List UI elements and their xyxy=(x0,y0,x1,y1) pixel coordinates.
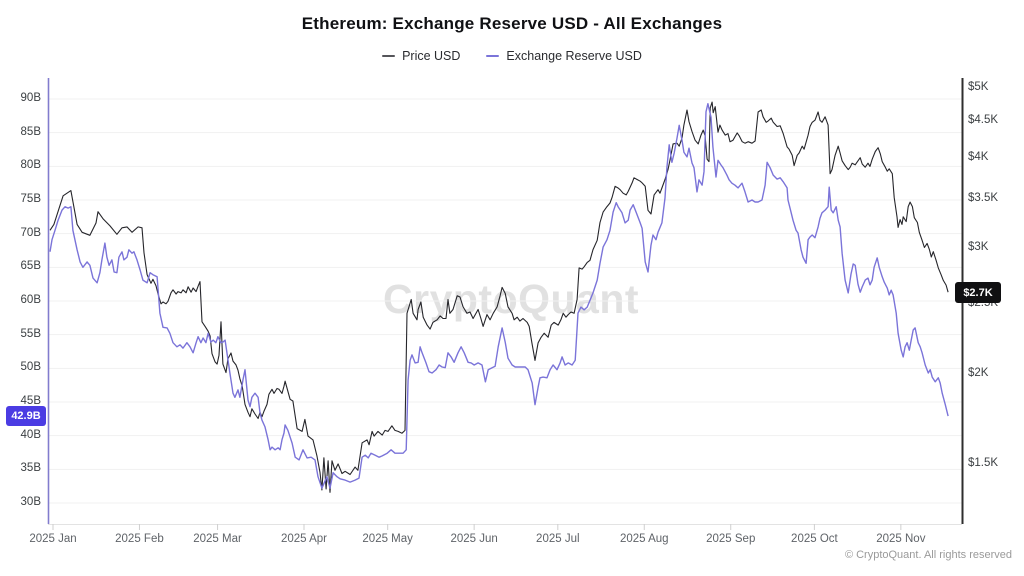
legend: Price USD Exchange Reserve USD xyxy=(0,49,1024,63)
x-axis-tick-label: 2025 Oct xyxy=(791,533,838,545)
right-axis-tick-label: $4.5K xyxy=(968,113,999,126)
price-series-line xyxy=(49,101,949,493)
right-axis-tick-label: $1.5K xyxy=(968,456,999,469)
left-axis-tick-label: 45B xyxy=(20,395,41,407)
x-axis-tick-label: 2025 Jan xyxy=(29,533,77,545)
x-axis-tick-label: 2025 Mar xyxy=(193,533,242,545)
right-axis-tick-label: $5K xyxy=(968,81,989,93)
price-current-value-badge: $2.7K xyxy=(955,282,1001,304)
left-axis-tick-label: 40B xyxy=(20,428,41,441)
x-axis-tick-label: 2025 May xyxy=(362,533,413,545)
chart-title: Ethereum: Exchange Reserve USD - All Exc… xyxy=(301,14,723,33)
left-axis-tick-label: 50B xyxy=(20,361,41,374)
x-axis-tick-label: 2025 Jun xyxy=(450,533,498,545)
legend-label-price: Price USD xyxy=(402,49,461,63)
reserve-line-swatch-icon xyxy=(486,55,500,57)
right-axis-tick-label: $4K xyxy=(968,150,989,163)
right-axis-tick-label: $3.5K xyxy=(968,192,999,205)
x-axis-tick-label: 2025 Apr xyxy=(280,533,328,545)
x-axis-tick-label: 2025 Feb xyxy=(115,533,164,545)
x-axis-tick-label: 2025 Aug xyxy=(619,533,669,545)
price-line-swatch-icon xyxy=(382,55,396,57)
reserve-series-line xyxy=(49,103,949,489)
left-axis-tick-label: 90B xyxy=(20,92,41,104)
legend-label-reserve: Exchange Reserve USD xyxy=(506,49,642,63)
left-axis-tick-label: 75B xyxy=(20,193,41,205)
left-axis-tick-label: 30B xyxy=(20,496,41,508)
copyright-text: © CryptoQuant. All rights reserved xyxy=(844,549,1012,561)
left-axis-tick-label: 85B xyxy=(20,125,41,138)
right-axis-tick-label: $3K xyxy=(968,240,989,253)
right-axis-tick-label: $2K xyxy=(968,367,989,380)
legend-item-price[interactable]: Price USD xyxy=(382,49,460,63)
left-axis-tick-label: 60B xyxy=(20,294,41,306)
left-axis-tick-label: 55B xyxy=(20,327,41,340)
x-axis-tick-label: 2025 Sep xyxy=(706,533,756,545)
left-axis-tick-label: 65B xyxy=(20,260,41,273)
x-axis-tick-label: 2025 Nov xyxy=(876,533,926,545)
legend-item-reserve[interactable]: Exchange Reserve USD xyxy=(486,49,642,63)
left-axis-tick-label: 70B xyxy=(20,226,41,239)
reserve-current-value-badge: 42.9B xyxy=(6,406,46,427)
left-axis-tick-label: 35B xyxy=(20,462,41,475)
x-axis-tick-label: 2025 Jul xyxy=(536,533,580,545)
left-axis-tick-label: 80B xyxy=(20,159,41,172)
